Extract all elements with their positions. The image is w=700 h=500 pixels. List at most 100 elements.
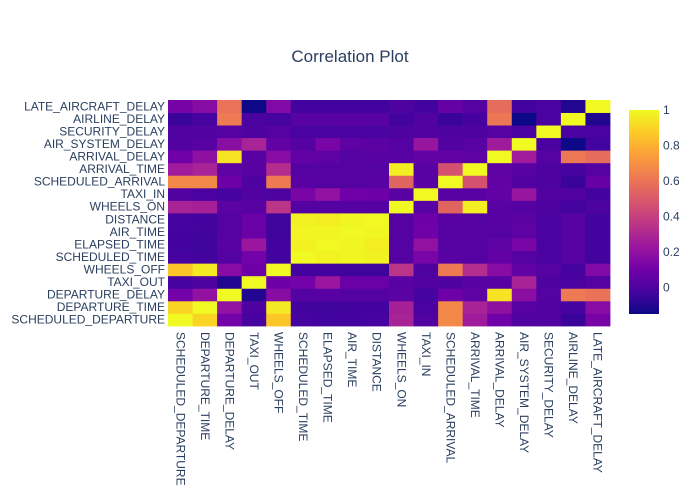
heatmap-cell: [413, 187, 439, 201]
heatmap-cell: [266, 175, 292, 189]
heatmap-cell: [438, 162, 464, 176]
heatmap-cell: [192, 238, 218, 252]
heatmap-cell: [168, 112, 193, 126]
heatmap-cell: [511, 275, 537, 289]
heatmap-cell: [536, 225, 562, 239]
heatmap-cell: [511, 112, 537, 126]
x-tick-label: ELAPSED_TIME: [321, 332, 335, 423]
heatmap-cell: [560, 238, 586, 252]
y-tick-label: AIR_SYSTEM_DELAY: [44, 137, 165, 151]
heatmap-cell: [192, 162, 218, 176]
heatmap-cell: [585, 313, 611, 327]
heatmap-cell: [290, 112, 316, 126]
heatmap-cell: [585, 250, 611, 264]
heatmap-cell: [511, 125, 537, 139]
heatmap-cell: [536, 300, 562, 314]
x-tick-label: TAXI_OUT: [247, 332, 261, 390]
heatmap-cell: [339, 238, 365, 252]
y-tick-label: TAXI_IN: [121, 187, 165, 201]
heatmap-cell: [462, 250, 488, 264]
heatmap-cell: [339, 137, 365, 151]
heatmap-cell: [192, 100, 218, 113]
heatmap-cell: [438, 200, 464, 214]
heatmap-cell: [487, 175, 513, 189]
heatmap-cell: [364, 275, 390, 289]
heatmap-cell: [217, 313, 243, 327]
heatmap-cell: [389, 175, 414, 189]
heatmap-cell: [438, 313, 464, 327]
heatmap-cell: [315, 100, 341, 113]
heatmap-cell: [315, 187, 341, 201]
heatmap-cell: [438, 275, 464, 289]
heatmap-cell: [585, 275, 611, 289]
heatmap-cell: [168, 150, 193, 164]
heatmap-cell: [389, 150, 414, 164]
heatmap-cell: [585, 112, 611, 126]
y-tick-label: ELAPSED_TIME: [74, 237, 165, 251]
heatmap-cell: [413, 213, 439, 226]
y-tick-label: LATE_AIRCRAFT_DELAY: [24, 99, 165, 113]
heatmap-cell: [168, 125, 193, 139]
heatmap-cell: [438, 137, 464, 151]
colorbar-tick-label: 0: [663, 280, 670, 294]
heatmap-cell: [585, 288, 611, 302]
x-tick-label: WHEELS_ON: [394, 332, 408, 407]
heatmap-cell: [487, 250, 513, 264]
heatmap-cell: [413, 100, 439, 113]
heatmap-cell: [339, 250, 365, 264]
heatmap-cell: [168, 187, 193, 201]
heatmap-cell: [241, 275, 267, 289]
heatmap-cell: [266, 288, 292, 302]
heatmap-cell: [241, 150, 267, 164]
heatmap-cell: [339, 200, 365, 214]
heatmap-cell: [413, 125, 439, 139]
x-tick-label: DEPARTURE_DELAY: [222, 332, 236, 450]
heatmap-cell: [192, 288, 218, 302]
heatmap-cell: [315, 225, 341, 239]
heatmap-cell: [487, 112, 513, 126]
heatmap-cell: [168, 238, 193, 252]
heatmap-cell: [364, 313, 390, 327]
heatmap-cell: [560, 150, 586, 164]
heatmap-cell: [462, 112, 488, 126]
heatmap-cell: [241, 250, 267, 264]
heatmap-cell: [585, 238, 611, 252]
heatmap-cell: [315, 300, 341, 314]
heatmap-cell: [536, 162, 562, 176]
heatmap-cell: [364, 250, 390, 264]
heatmap-cell: [241, 175, 267, 189]
heatmap-cell: [290, 288, 316, 302]
x-tick-label: SCHEDULED_ARRIVAL: [443, 332, 457, 463]
heatmap-cell: [364, 300, 390, 314]
heatmap-cell: [217, 150, 243, 164]
x-tick-label: DISTANCE: [370, 332, 384, 392]
heatmap-cell: [315, 200, 341, 214]
y-tick-label: WHEELS_OFF: [84, 263, 165, 277]
y-tick-label: SCHEDULED_ARRIVAL: [34, 175, 165, 189]
heatmap-cell: [339, 175, 365, 189]
x-tick-label: DEPARTURE_TIME: [198, 332, 212, 440]
heatmap-cell: [560, 137, 586, 151]
heatmap-cell: [560, 300, 586, 314]
heatmap-cell: [462, 213, 488, 226]
heatmap-cell: [511, 238, 537, 252]
heatmap-cell: [290, 175, 316, 189]
heatmap-cell: [241, 200, 267, 214]
x-tick-label: SCHEDULED_DEPARTURE: [173, 332, 187, 486]
heatmap-cell: [462, 313, 488, 327]
heatmap-cell: [315, 150, 341, 164]
heatmap-cell: [339, 125, 365, 139]
heatmap-cell: [290, 275, 316, 289]
heatmap-cell: [217, 225, 243, 239]
heatmap-cell: [266, 275, 292, 289]
heatmap-cell: [585, 150, 611, 164]
heatmap-cell: [438, 187, 464, 201]
heatmap-cell: [168, 263, 193, 277]
heatmap-cell: [487, 150, 513, 164]
heatmap-cell: [511, 250, 537, 264]
heatmap-cell: [487, 238, 513, 252]
heatmap-cell: [536, 100, 562, 113]
heatmap-cell: [389, 275, 414, 289]
heatmap-cell: [511, 175, 537, 189]
heatmap-cell: [462, 300, 488, 314]
